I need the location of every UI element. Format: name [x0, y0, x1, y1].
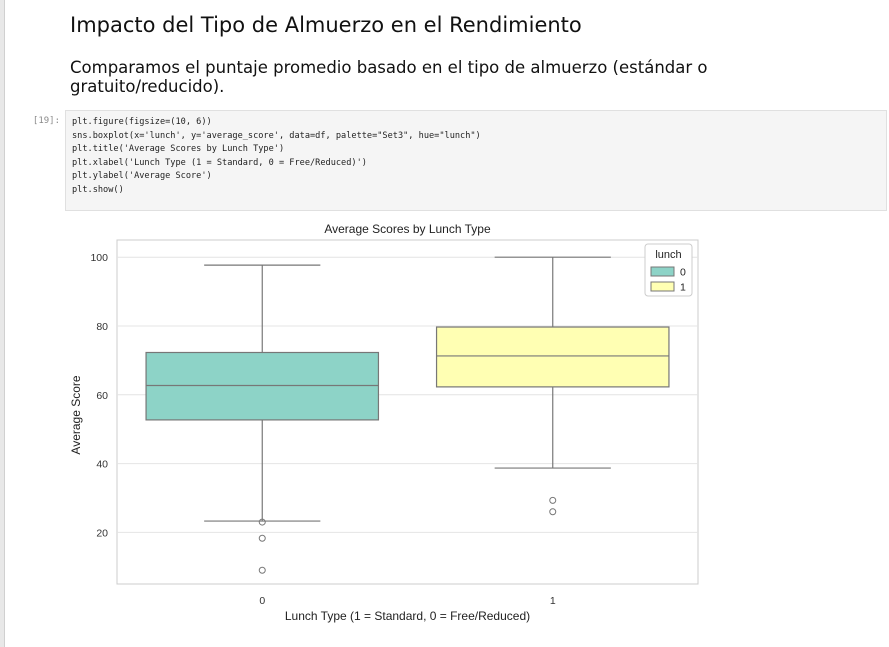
- boxplot-chart: 20 40 60 80 100 0 1 Average Scores by Lunch Typ…: [69, 222, 699, 623]
- outlier-point: [549, 508, 557, 516]
- outlier-point: [549, 496, 557, 504]
- y-tick-label: 80: [96, 321, 108, 333]
- output-chart: 20 40 60 80 100 0 1 Average Scores by Lunch Typ…: [60, 218, 720, 628]
- box-iqr-0: [145, 351, 380, 421]
- y-axis-label: Average Score: [69, 375, 83, 454]
- y-tick-label: 20: [96, 527, 108, 539]
- code-cell-editor[interactable]: plt.figure(figsize=(10, 6)) sns.boxplot(…: [65, 110, 887, 211]
- code-line: plt.ylabel('Average Score'): [72, 171, 212, 181]
- x-tick-label: 0: [259, 595, 265, 607]
- outlier-point: [258, 566, 266, 574]
- cell-left-border-line: [4, 0, 5, 647]
- subheading-line-2: gratuito/reducido).: [70, 77, 225, 96]
- legend-swatch-0: [650, 266, 675, 277]
- execution-count-prompt: [19]:: [32, 116, 60, 126]
- markdown-heading: Impacto del Tipo de Almuerzo en el Rendi…: [70, 13, 582, 37]
- markdown-subheading: Comparamos el puntaje promedio basado en…: [70, 58, 770, 96]
- legend-label-0: 0: [680, 267, 686, 279]
- chart-title: Average Scores by Lunch Type: [324, 222, 491, 236]
- code-line: plt.figure(figsize=(10, 6)): [72, 117, 212, 127]
- outlier-point: [258, 518, 266, 526]
- legend-label-1: 1: [680, 282, 686, 294]
- subheading-line-1: Comparamos el puntaje promedio basado en…: [70, 58, 708, 77]
- code-line: sns.boxplot(x='lunch', y='average_score'…: [72, 130, 481, 141]
- outlier-point: [258, 534, 266, 542]
- y-tick-label: 40: [96, 459, 108, 471]
- x-axis-label: Lunch Type (1 = Standard, 0 = Free/Reduc…: [285, 609, 530, 623]
- cell-left-border: [0, 0, 4, 647]
- code-line: plt.xlabel('Lunch Type (1 = Standard, 0 …: [72, 157, 367, 168]
- code-line: plt.title('Average Scores by Lunch Type'…: [72, 144, 285, 154]
- code-line: plt.show(): [72, 184, 124, 195]
- box-iqr-1: [435, 326, 670, 388]
- y-tick-label: 60: [96, 390, 108, 402]
- legend-swatch-1: [650, 281, 675, 292]
- x-tick-label: 1: [550, 595, 556, 607]
- legend-title: lunch: [655, 249, 681, 261]
- y-tick-label: 100: [90, 252, 108, 264]
